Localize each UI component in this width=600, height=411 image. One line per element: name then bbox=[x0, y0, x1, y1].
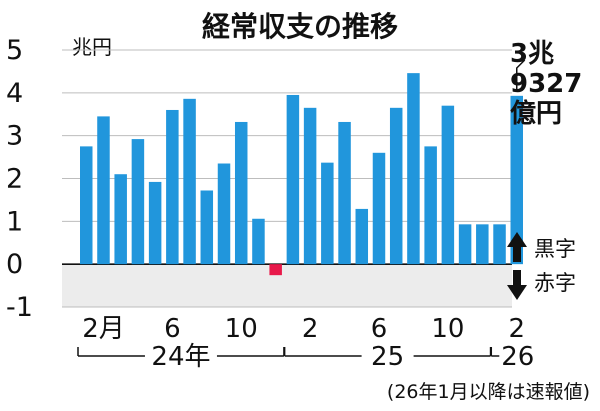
x-tick-label: 2 bbox=[508, 314, 525, 344]
preliminary-note: (26年1月以降は速報値) bbox=[387, 381, 590, 403]
x-tick-label: 10 bbox=[225, 314, 258, 344]
year-label: 24年 bbox=[151, 342, 210, 372]
deficit-shade bbox=[62, 264, 512, 307]
bar bbox=[234, 121, 248, 265]
bar bbox=[269, 264, 282, 276]
bar bbox=[217, 163, 231, 265]
y-axis-ticks: -1 0 1 2 3 4 5 bbox=[6, 35, 33, 323]
bar bbox=[355, 208, 369, 265]
y-tick-label: 0 bbox=[6, 249, 23, 280]
x-tick-label: 6 bbox=[371, 314, 388, 344]
bar bbox=[252, 218, 265, 265]
bar bbox=[424, 146, 437, 265]
bar bbox=[321, 162, 334, 265]
bar bbox=[97, 116, 110, 265]
chart-title: 経常収支の推移 bbox=[202, 10, 398, 43]
bar bbox=[338, 121, 351, 265]
year-label: 26 bbox=[501, 342, 534, 372]
x-tick-label: 6 bbox=[164, 314, 181, 344]
bar bbox=[183, 98, 196, 265]
bar bbox=[80, 146, 93, 265]
x-tick-label: 10 bbox=[431, 314, 464, 344]
bar bbox=[407, 73, 420, 265]
callout-line: 3兆 bbox=[510, 39, 554, 69]
y-tick-label: 2 bbox=[6, 164, 23, 195]
bar bbox=[493, 224, 506, 265]
x-axis-ticks: 2月 6 10 2 6 10 2 bbox=[82, 314, 525, 344]
callout-leader bbox=[516, 59, 526, 90]
deficit-area bbox=[62, 264, 512, 307]
bar bbox=[458, 224, 472, 265]
bar bbox=[148, 181, 162, 265]
legend-surplus: 黒字 bbox=[534, 237, 576, 261]
arrow-up-icon bbox=[507, 232, 527, 262]
callout-line: 9327 bbox=[510, 69, 582, 99]
legend-deficit: 赤字 bbox=[534, 271, 576, 295]
bar bbox=[286, 94, 300, 265]
bar bbox=[131, 139, 145, 265]
year-groups: 24年 25 26 bbox=[77, 342, 534, 372]
x-tick-label: 2月 bbox=[82, 314, 125, 344]
bar bbox=[114, 174, 127, 265]
year-label: 25 bbox=[371, 342, 404, 372]
bars bbox=[80, 73, 523, 276]
bar bbox=[166, 109, 179, 265]
y-tick-label: 3 bbox=[6, 121, 23, 152]
bar bbox=[441, 105, 455, 265]
x-tick-label: 2 bbox=[302, 314, 319, 344]
bar bbox=[200, 190, 214, 265]
y-axis-unit: 兆円 bbox=[72, 35, 112, 59]
bar bbox=[389, 107, 403, 265]
y-tick-label: -1 bbox=[6, 292, 33, 323]
bar bbox=[510, 95, 523, 265]
bar bbox=[476, 224, 489, 265]
bar bbox=[303, 107, 317, 265]
y-tick-label: 1 bbox=[6, 206, 23, 237]
callout-line: 億円 bbox=[510, 99, 562, 129]
arrow-down-icon bbox=[507, 270, 527, 300]
bar bbox=[372, 152, 386, 265]
y-tick-label: 5 bbox=[6, 35, 23, 66]
y-tick-label: 4 bbox=[6, 78, 23, 109]
